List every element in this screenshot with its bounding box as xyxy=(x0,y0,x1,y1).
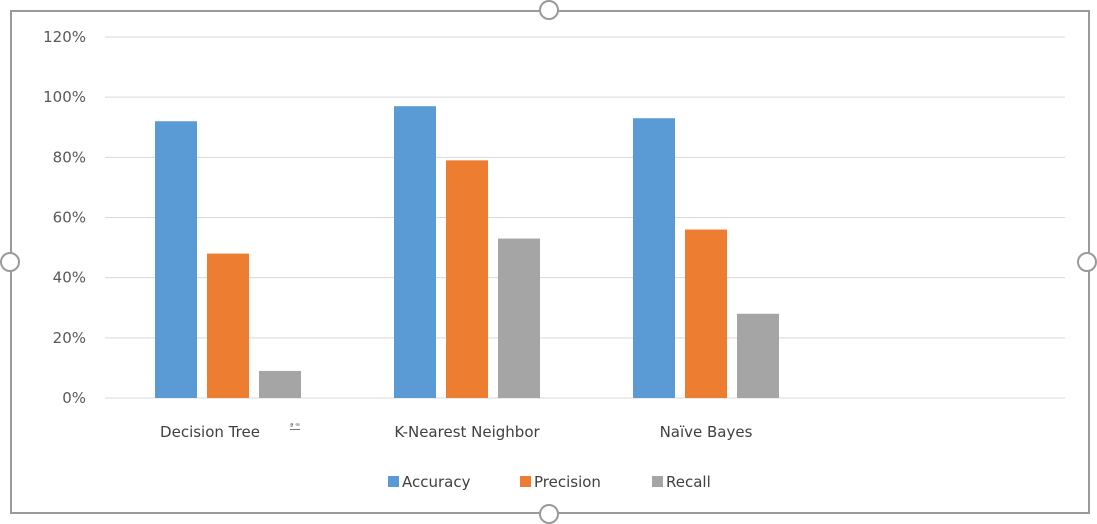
bar-recall xyxy=(737,313,779,398)
x-category-label: Decision Tree xyxy=(160,423,260,441)
resize-handle-left[interactable] xyxy=(0,252,20,272)
bar-recall xyxy=(259,370,301,398)
y-axis-tick-labels: 0% 20% 40% 60% 80% 100% 120% xyxy=(43,28,86,407)
y-tick-label: 0% xyxy=(62,389,86,407)
bar-precision xyxy=(685,229,727,398)
legend-label: Precision xyxy=(534,473,601,491)
y-tick-label: 60% xyxy=(53,209,86,227)
resize-handle-bottom[interactable] xyxy=(539,504,559,524)
legend-swatch xyxy=(652,476,663,487)
legend-swatch xyxy=(388,476,399,487)
bar-accuracy xyxy=(633,118,675,398)
bar-precision xyxy=(207,253,249,398)
y-tick-label: 120% xyxy=(43,28,86,46)
bar-accuracy xyxy=(155,121,197,398)
legend-item-precision[interactable]: Precision xyxy=(520,473,601,491)
y-tick-label: 40% xyxy=(53,269,86,287)
bar-accuracy xyxy=(394,106,436,399)
bar-precision xyxy=(446,160,488,398)
y-tick-label: 100% xyxy=(43,88,86,106)
bar-recall xyxy=(498,238,540,398)
bars xyxy=(155,106,779,399)
x-category-label: Naïve Bayes xyxy=(660,423,753,441)
y-tick-label: 80% xyxy=(53,148,86,166)
legend-item-recall[interactable]: Recall xyxy=(652,473,711,491)
resize-handle-right[interactable] xyxy=(1077,252,1097,272)
legend-label: Recall xyxy=(666,473,711,491)
legend-label: Accuracy xyxy=(402,473,471,491)
category-note: ª ꟹ xyxy=(290,422,301,430)
x-axis-category-labels: Decision Tree K-Nearest Neighbor Naïve Bay… xyxy=(160,423,753,441)
legend: Accuracy Precision Recall xyxy=(388,473,711,491)
x-category-label: K-Nearest Neighbor xyxy=(394,423,540,441)
resize-handle-top[interactable] xyxy=(539,0,559,20)
y-tick-label: 20% xyxy=(53,329,86,347)
legend-item-accuracy[interactable]: Accuracy xyxy=(388,473,471,491)
legend-swatch xyxy=(520,476,531,487)
